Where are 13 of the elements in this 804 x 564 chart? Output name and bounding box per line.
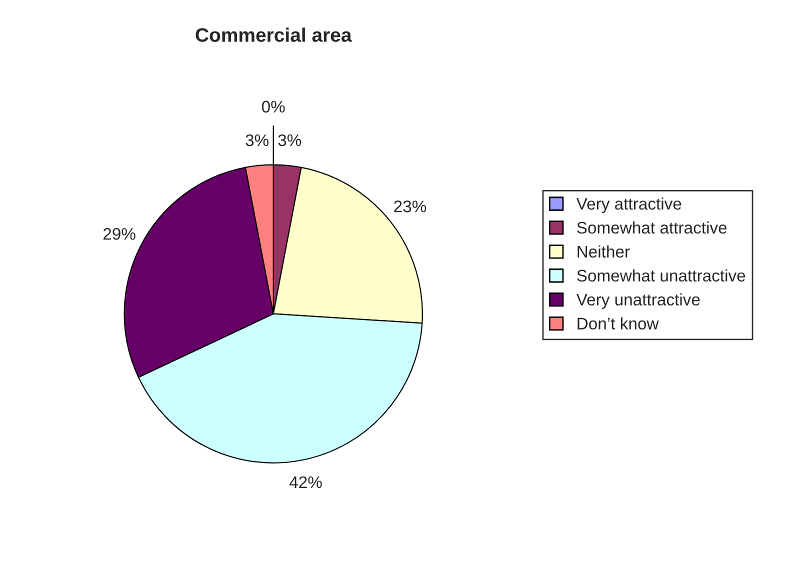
legend-label: Very attractive xyxy=(576,197,682,213)
data-label: 23% xyxy=(394,200,426,212)
legend-label: Somewhat attractive xyxy=(577,221,727,234)
legend-label: Don’t know xyxy=(578,317,659,330)
legend-label: Somewhat unattractive xyxy=(577,269,746,282)
chart-title: Commercial area xyxy=(196,28,352,42)
legend-label: Neither xyxy=(578,245,630,258)
data-label: 3% xyxy=(246,134,269,146)
legend-label: Very unattractive xyxy=(576,293,700,309)
data-label: 29% xyxy=(103,228,136,240)
data-label: 42% xyxy=(289,476,322,488)
text: 0% xyxy=(262,100,285,113)
data-label: 3% xyxy=(278,134,302,146)
